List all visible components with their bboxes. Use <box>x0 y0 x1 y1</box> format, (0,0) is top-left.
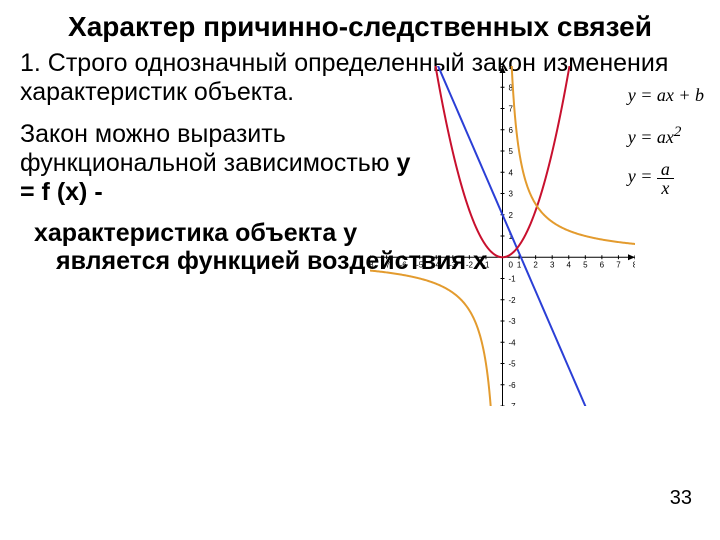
svg-text:-2: -2 <box>509 296 517 305</box>
svg-text:3: 3 <box>550 260 555 269</box>
svg-text:7: 7 <box>509 105 514 114</box>
eq1-lhs: y = <box>628 85 657 105</box>
eq3-frac: ax <box>657 160 674 197</box>
para2-text-a: Закон можно выразить функциональной зави… <box>20 120 397 177</box>
equation-linear: y = ax + b <box>628 76 704 116</box>
svg-text:8: 8 <box>633 260 635 269</box>
eq2-rhs-a: ax <box>657 127 674 147</box>
svg-text:0: 0 <box>509 260 514 269</box>
svg-text:2: 2 <box>509 211 514 220</box>
svg-text:6: 6 <box>600 260 605 269</box>
svg-text:-7: -7 <box>383 260 391 269</box>
svg-text:2: 2 <box>533 260 538 269</box>
svg-text:5: 5 <box>583 260 588 269</box>
eq2-lhs: y = <box>628 127 657 147</box>
svg-text:6: 6 <box>509 126 514 135</box>
page-number: 33 <box>670 487 692 510</box>
eq1-rhs: ax + b <box>657 85 704 105</box>
svg-text:-8: -8 <box>370 260 374 269</box>
paragraph-2: Закон можно выразить функциональной зави… <box>20 120 414 206</box>
eq3-lhs: y = <box>628 166 657 186</box>
eq2-sup: 2 <box>674 124 682 140</box>
svg-text:-4: -4 <box>509 338 517 347</box>
plot-area: -8-7-6-5-4-3-2-112345678-7-6-5-4-3-2-112… <box>370 66 710 426</box>
svg-text:-5: -5 <box>416 260 424 269</box>
svg-text:5: 5 <box>509 147 514 156</box>
svg-text:-1: -1 <box>482 260 490 269</box>
svg-text:-6: -6 <box>509 381 517 390</box>
para3-line1: характеристика объекта у <box>34 219 357 247</box>
svg-text:-6: -6 <box>400 260 408 269</box>
equation-reciprocal: y = ax <box>628 157 704 197</box>
equation-quadratic: y = ax2 <box>628 116 704 158</box>
svg-text:7: 7 <box>616 260 621 269</box>
equations-block: y = ax + b y = ax2 y = ax <box>628 76 704 197</box>
svg-text:4: 4 <box>567 260 572 269</box>
svg-text:-3: -3 <box>509 317 517 326</box>
eq3-num: a <box>657 160 674 179</box>
svg-text:-3: -3 <box>449 260 457 269</box>
slide-title: Характер причинно-следственных связей <box>20 12 700 43</box>
function-plot-svg: -8-7-6-5-4-3-2-112345678-7-6-5-4-3-2-112… <box>370 66 635 406</box>
svg-text:4: 4 <box>509 168 514 177</box>
svg-text:-7: -7 <box>509 402 517 406</box>
svg-text:1: 1 <box>517 260 522 269</box>
eq3-den: x <box>657 179 674 197</box>
svg-text:-1: -1 <box>509 275 517 284</box>
svg-text:-2: -2 <box>466 260 474 269</box>
svg-text:3: 3 <box>509 190 514 199</box>
svg-text:-4: -4 <box>433 260 441 269</box>
svg-text:-5: -5 <box>509 360 517 369</box>
